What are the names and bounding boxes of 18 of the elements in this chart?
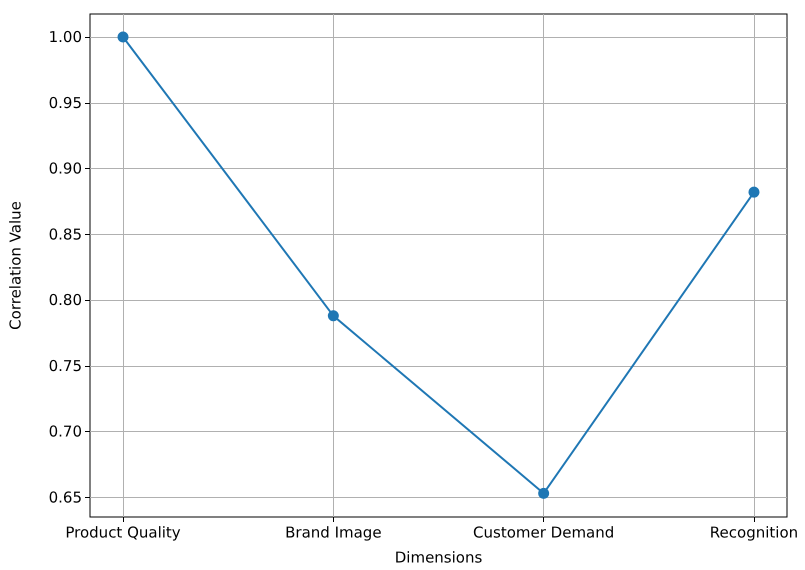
x-tick-label: Brand Image	[285, 524, 382, 542]
y-tick-label: 0.75	[48, 356, 82, 375]
point	[328, 310, 339, 322]
y-tick-label: 0.70	[48, 422, 82, 441]
y-tick-label: 0.65	[48, 488, 82, 506]
y-tick-label: 0.85	[48, 225, 82, 244]
x-tick-label: Recognition	[710, 524, 798, 542]
x-tick-label: Product Quality	[65, 524, 181, 542]
point	[118, 32, 129, 43]
point	[538, 488, 550, 499]
y-tick-label: 0.90	[48, 160, 82, 178]
x-axis-title: Dimensions	[394, 548, 482, 566]
y-tick-label: 1.00	[48, 28, 82, 46]
y-tick-label: 0.95	[48, 94, 82, 112]
y-axis-title: Correlation Value	[6, 201, 24, 330]
point	[748, 186, 760, 198]
y-tick-label: 0.80	[48, 291, 82, 310]
x-tick-label: Customer Demand	[473, 524, 614, 542]
